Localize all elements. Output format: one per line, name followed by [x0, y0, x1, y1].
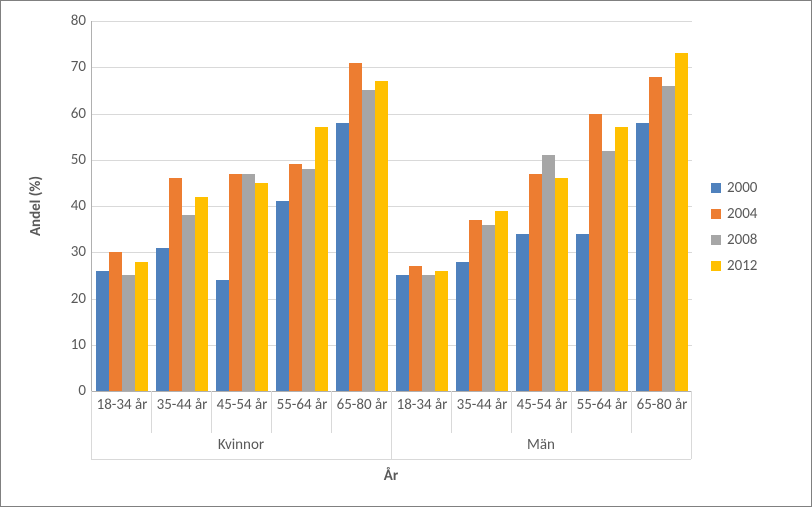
- x-group-separator: [451, 391, 452, 433]
- bar: [229, 174, 242, 391]
- x-super-baseline: [91, 459, 691, 460]
- y-tick-label: 80: [71, 12, 86, 30]
- bar: [302, 169, 315, 391]
- y-axis-title: Andel (%): [27, 176, 45, 236]
- x-group-separator: [211, 391, 212, 433]
- x-group-label: 65-80 år: [332, 397, 392, 414]
- bar: [362, 90, 375, 391]
- x-group-separator: [151, 391, 152, 433]
- x-super-label: Män: [391, 437, 691, 454]
- bar: [529, 174, 542, 391]
- y-tick-label: 40: [71, 197, 86, 215]
- bar: [456, 262, 469, 392]
- legend-swatch: [711, 235, 721, 245]
- gridline: [92, 114, 692, 115]
- bar: [675, 53, 688, 391]
- bar: [435, 271, 448, 391]
- x-group-separator: [691, 391, 692, 433]
- y-tick-label: 50: [71, 151, 86, 169]
- legend: 2000 2004 2008 2012: [711, 171, 757, 283]
- bar: [182, 215, 195, 391]
- bar: [109, 252, 122, 391]
- bar: [195, 197, 208, 391]
- x-group-separator: [331, 391, 332, 433]
- bar: [375, 81, 388, 391]
- legend-label: 2000: [727, 179, 757, 197]
- bar: [469, 220, 482, 391]
- bar: [615, 127, 628, 391]
- bar: [289, 164, 302, 391]
- x-axis-title: År: [384, 467, 398, 485]
- x-group-separator: [91, 391, 92, 433]
- plot-area: 0102030405060708018-34 år35-44 år45-54 å…: [91, 21, 692, 392]
- y-tick-label: 20: [71, 290, 86, 308]
- x-super-label: Kvinnor: [91, 437, 391, 454]
- bar: [276, 201, 289, 391]
- bar: [542, 155, 555, 391]
- x-group-label: 55-64 år: [572, 397, 632, 414]
- bar: [636, 123, 649, 391]
- x-super-separator: [691, 433, 692, 459]
- x-group-separator: [511, 391, 512, 433]
- x-group-label: 18-34 år: [392, 397, 452, 414]
- x-group-separator: [271, 391, 272, 433]
- legend-swatch: [711, 183, 721, 193]
- gridline: [92, 67, 692, 68]
- x-group-label: 45-54 år: [212, 397, 272, 414]
- bar: [576, 234, 589, 391]
- bar: [396, 275, 409, 391]
- gridline: [92, 21, 692, 22]
- bar: [336, 123, 349, 391]
- legend-swatch: [711, 209, 721, 219]
- bar: [649, 77, 662, 392]
- legend-label: 2004: [727, 205, 757, 223]
- x-group-label: 35-44 år: [452, 397, 512, 414]
- x-group-separator: [571, 391, 572, 433]
- x-group-separator: [631, 391, 632, 433]
- legend-item: 2008: [711, 231, 757, 249]
- legend-item: 2004: [711, 205, 757, 223]
- x-group-label: 55-64 år: [272, 397, 332, 414]
- legend-label: 2008: [727, 231, 757, 249]
- x-group-separator: [391, 391, 392, 433]
- bar: [255, 183, 268, 391]
- bar: [349, 63, 362, 391]
- bar: [555, 178, 568, 391]
- bar: [495, 211, 508, 391]
- bar: [135, 262, 148, 392]
- bar: [242, 174, 255, 391]
- legend-label: 2012: [727, 257, 757, 275]
- y-tick-label: 60: [71, 105, 86, 123]
- y-tick-label: 70: [71, 58, 86, 76]
- bar: [315, 127, 328, 391]
- x-group-label: 35-44 år: [152, 397, 212, 414]
- bar: [602, 151, 615, 392]
- bar: [96, 271, 109, 391]
- bar: [662, 86, 675, 391]
- bar: [169, 178, 182, 391]
- legend-swatch: [711, 261, 721, 271]
- bar: [122, 275, 135, 391]
- bar: [589, 114, 602, 392]
- y-tick-label: 10: [71, 336, 86, 354]
- bar: [216, 280, 229, 391]
- bar: [422, 275, 435, 391]
- bar: [482, 225, 495, 392]
- bar: [516, 234, 529, 391]
- legend-item: 2000: [711, 179, 757, 197]
- chart-container: 0102030405060708018-34 år35-44 år45-54 å…: [0, 0, 812, 507]
- x-group-label: 18-34 år: [92, 397, 152, 414]
- bar: [156, 248, 169, 391]
- y-tick-label: 30: [71, 243, 86, 261]
- legend-item: 2012: [711, 257, 757, 275]
- x-group-label: 65-80 år: [632, 397, 692, 414]
- x-group-label: 45-54 år: [512, 397, 572, 414]
- y-tick-label: 0: [78, 382, 86, 400]
- bar: [409, 266, 422, 391]
